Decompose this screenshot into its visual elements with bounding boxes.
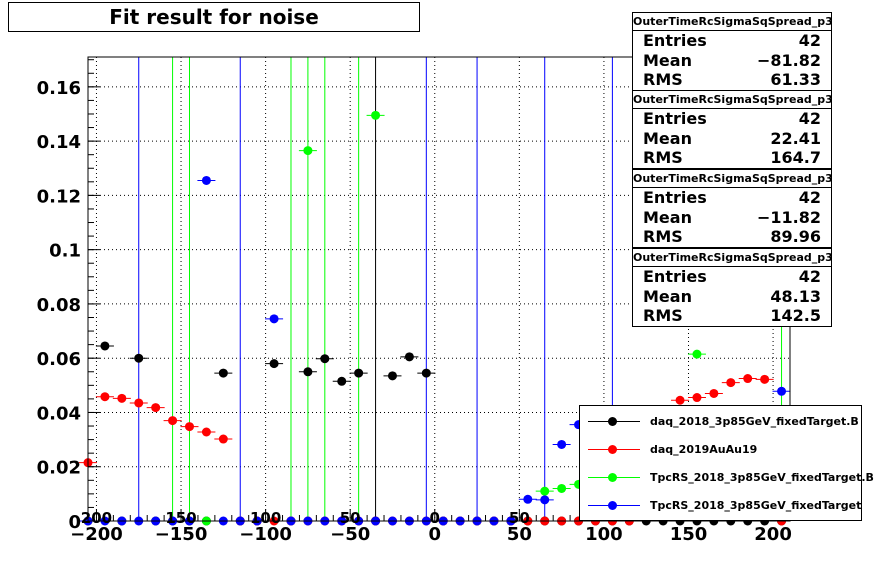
data-point — [303, 367, 313, 377]
legend: daq_2018_3p85GeV_fixedTarget.B daq_2019A… — [579, 405, 874, 521]
stats-box-title: OuterTimeRcSigmaSqSpread_p3 — [633, 13, 833, 31]
data-point — [777, 386, 787, 396]
data-point — [557, 439, 567, 449]
y-tick-label: 0.14 — [37, 132, 81, 153]
stats-row-rms: RMS 89.96 — [643, 227, 821, 246]
stats-box-1: OuterTimeRcSigmaSqSpread_p3 Entries 42 Me… — [632, 12, 833, 91]
stats-row-rms: RMS 61.33 — [643, 70, 821, 89]
y-tick-label: 0.16 — [37, 78, 81, 99]
y-tick-label: 0.12 — [37, 186, 81, 207]
stats-row-mean: Mean −81.82 — [643, 50, 821, 70]
data-point — [421, 368, 431, 378]
data-point — [354, 368, 364, 378]
data-point — [337, 376, 347, 386]
data-point — [760, 374, 770, 384]
x-tick-label: −150 — [155, 524, 208, 545]
overlay-x-label: 100 — [250, 509, 281, 527]
chart-title-text: Fit result for noise — [109, 5, 319, 29]
data-point — [692, 349, 702, 359]
x-tick-label: −100 — [239, 524, 292, 545]
stats-box-title: OuterTimeRcSigmaSqSpread_p3 — [633, 91, 833, 109]
stats-row-entries: Entries 42 — [643, 31, 821, 50]
data-point — [218, 368, 228, 378]
x-tick-label: 100 — [585, 524, 623, 545]
legend-item: TpcRS_2018_3p85GeV_fixedTarget.B — [580, 464, 874, 492]
overlay-x-label: 50 — [340, 509, 361, 527]
data-point — [100, 392, 110, 402]
stats-row-entries: Entries 42 — [643, 188, 821, 207]
overlay-x-label: 200 — [81, 509, 112, 527]
legend-label: daq_2018_3p85GeV_fixedTarget.B — [650, 415, 859, 428]
data-point — [523, 494, 533, 504]
legend-marker-swatch — [608, 473, 617, 482]
stats-box-4: OuterTimeRcSigmaSqSpread_p3 Entries 42 Me… — [632, 248, 833, 327]
data-point — [134, 398, 144, 408]
chart-title: Fit result for noise — [8, 2, 420, 32]
overlay-x-label: 0 — [430, 509, 440, 527]
data-point — [201, 427, 211, 437]
data-point — [184, 422, 194, 432]
data-point — [692, 393, 702, 403]
data-point — [743, 374, 753, 384]
legend-item: daq_2019AuAu19 — [580, 436, 861, 464]
data-point — [371, 110, 381, 120]
stats-row-mean: Mean 48.13 — [643, 286, 821, 306]
tick-labels: −200 −150 −100 −50 0 50 100 150 20000.020.040.06… — [37, 78, 792, 545]
data-point — [540, 495, 550, 505]
overlay-x-label: 150 — [165, 509, 196, 527]
data-point — [100, 341, 110, 351]
legend-label: daq_2019AuAu19 — [650, 443, 758, 456]
y-tick-label: 0.02 — [37, 458, 81, 479]
data-point — [201, 175, 211, 185]
data-point — [218, 434, 228, 444]
y-tick-label: 0.08 — [37, 295, 81, 316]
y-tick-label: 0.04 — [37, 403, 81, 424]
data-point — [709, 388, 719, 398]
overlay-x-label: 50 — [509, 509, 530, 527]
stats-row-entries: Entries 42 — [643, 109, 821, 128]
x-tick-label: 50 — [507, 524, 532, 545]
data-point — [269, 359, 279, 369]
x-tick-label: 150 — [670, 524, 708, 545]
data-point — [675, 395, 685, 405]
reference-lines — [138, 57, 783, 521]
x-tick-label: 200 — [754, 524, 792, 545]
x-tick-label: 0 — [429, 524, 442, 545]
data-point — [726, 378, 736, 388]
stats-box-title: OuterTimeRcSigmaSqSpread_p3 — [633, 249, 833, 267]
legend-item: TpcRS_2018_3p85GeV_fixedTarget — [580, 492, 861, 520]
data-point — [151, 403, 161, 413]
data-point — [387, 371, 397, 381]
stats-box-title: OuterTimeRcSigmaSqSpread_p3 — [633, 170, 833, 188]
y-tick-label: 0.1 — [49, 241, 81, 262]
x-tick-label: −200 — [70, 524, 123, 545]
legend-label: TpcRS_2018_3p85GeV_fixedTarget.B — [650, 471, 874, 484]
stats-box-3: OuterTimeRcSigmaSqSpread_p3 Entries 42 Me… — [632, 169, 833, 248]
data-point — [269, 314, 279, 324]
legend-item: daq_2018_3p85GeV_fixedTarget.B — [580, 408, 861, 436]
legend-marker-swatch — [608, 501, 617, 510]
data-point — [134, 353, 144, 363]
stats-row-entries: Entries 42 — [643, 267, 821, 286]
data-point — [117, 393, 127, 403]
legend-label: TpcRS_2018_3p85GeV_fixedTarget — [650, 499, 862, 512]
stats-row-rms: RMS 164.7 — [643, 148, 821, 167]
x-tick-label: −50 — [330, 524, 370, 545]
legend-marker-swatch — [608, 417, 617, 426]
data-point — [168, 416, 178, 426]
stats-box-2: OuterTimeRcSigmaSqSpread_p3 Entries 42 Me… — [632, 90, 833, 169]
data-point — [320, 354, 330, 364]
stats-row-mean: Mean 22.41 — [643, 128, 821, 148]
data-point — [557, 483, 567, 493]
y-tick-label: 0.06 — [37, 349, 81, 370]
y-tick-label: 0 — [68, 512, 81, 533]
data-point — [404, 352, 414, 362]
data-point — [540, 486, 550, 496]
stats-row-rms: RMS 142.5 — [643, 306, 821, 325]
legend-marker-swatch — [608, 445, 617, 454]
stats-row-mean: Mean −11.82 — [643, 207, 821, 227]
data-point — [303, 146, 313, 156]
